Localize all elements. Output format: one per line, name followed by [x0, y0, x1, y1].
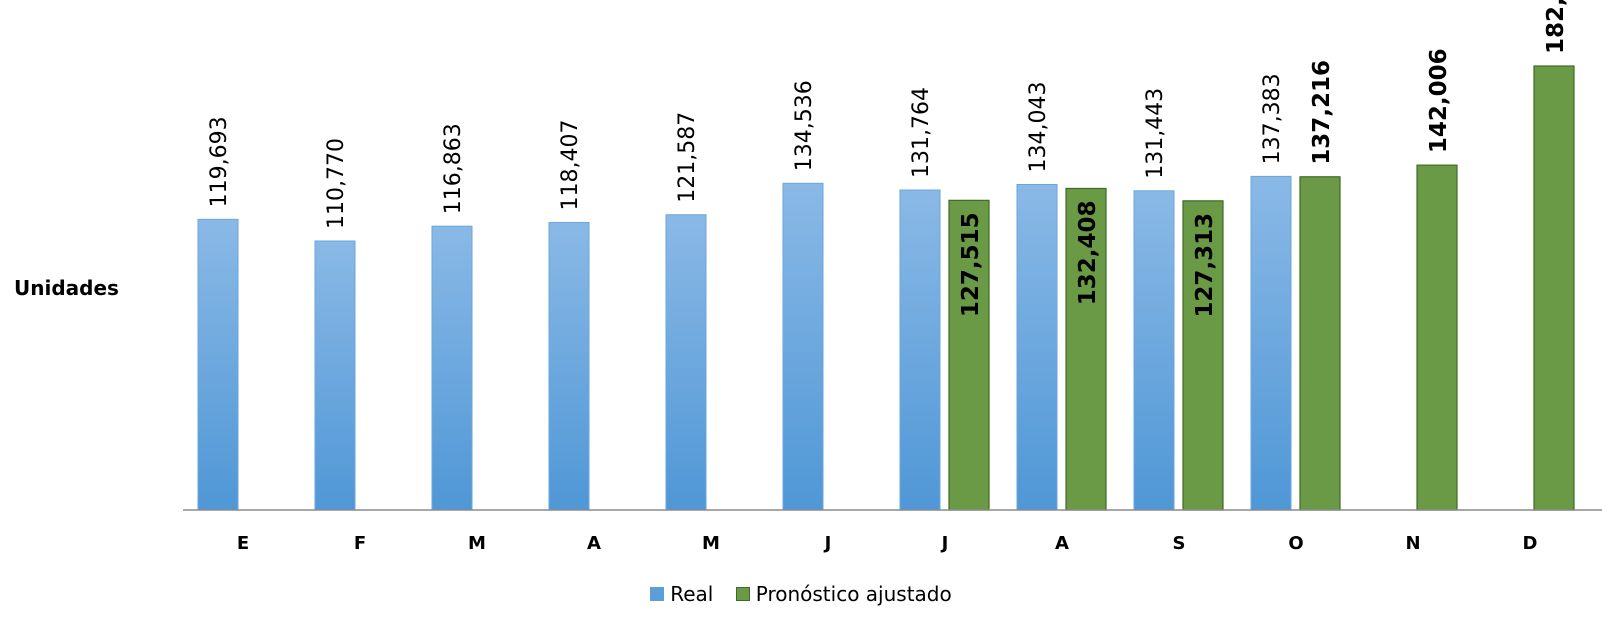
bar-forecast [1299, 176, 1341, 511]
bar-real [1133, 190, 1175, 511]
bar-real [548, 221, 590, 511]
legend-swatch-real [650, 587, 665, 601]
legend-item-forecast: Pronóstico ajustado [735, 582, 952, 606]
legend-label-forecast: Pronóstico ajustado [755, 582, 952, 606]
bar-real [197, 218, 239, 511]
x-tick-label: S [1173, 533, 1186, 554]
data-label-forecast: 142,006 [1426, 48, 1452, 153]
legend: Real Pronóstico ajustado [0, 582, 1602, 606]
data-label-real: 116,863 [441, 123, 466, 214]
x-tick-label: O [1288, 533, 1303, 554]
x-tick-label: M [468, 533, 486, 554]
bar-forecast [1533, 65, 1575, 511]
data-label-real: 134,536 [792, 80, 817, 171]
bar-forecast [1182, 200, 1224, 511]
x-tick-label: M [702, 533, 720, 554]
bar-real [1016, 183, 1058, 511]
data-label-real: 137,383 [1260, 73, 1285, 164]
data-label-forecast: 127,313 [1192, 213, 1218, 318]
data-label-real: 118,407 [558, 119, 583, 210]
bar-real [665, 214, 707, 511]
bar-forecast [1416, 164, 1458, 511]
data-label-real: 119,693 [207, 116, 232, 207]
bar-real [431, 225, 473, 511]
x-tick-label: J [823, 533, 832, 554]
y-axis-label: Unidades [14, 276, 119, 300]
bar-real [899, 189, 941, 511]
data-label-real: 121,587 [675, 112, 700, 203]
data-label-real: 131,443 [1143, 88, 1168, 179]
x-tick-label: F [354, 533, 366, 554]
bars-group [197, 65, 1575, 511]
data-label-forecast: 182,833 [1543, 0, 1569, 54]
data-labels: 119,693 110,770 116,863 118,407 121,587 134,5… [207, 0, 1569, 318]
x-tick-label: J [940, 533, 949, 554]
x-tick-label: A [1055, 533, 1069, 554]
data-label-forecast: 132,408 [1075, 200, 1101, 305]
data-label-real: 110,770 [324, 138, 349, 229]
data-label-forecast: 137,216 [1309, 60, 1335, 165]
data-label-forecast: 127,515 [958, 212, 984, 317]
legend-swatch-forecast [735, 587, 750, 601]
x-tick-label: E [237, 533, 249, 554]
data-label-real: 134,043 [1026, 81, 1051, 172]
x-tick-label: D [1523, 533, 1538, 554]
data-label-real: 131,764 [909, 87, 934, 178]
bar-real [314, 240, 356, 511]
x-tick-label: A [587, 533, 601, 554]
bar-real [1250, 175, 1292, 511]
bar-forecast [948, 199, 990, 511]
bar-forecast [1065, 187, 1107, 511]
bar-real [782, 182, 824, 511]
legend-label-real: Real [670, 582, 714, 606]
x-tick-label: N [1405, 533, 1420, 554]
legend-item-real: Real [650, 582, 713, 606]
